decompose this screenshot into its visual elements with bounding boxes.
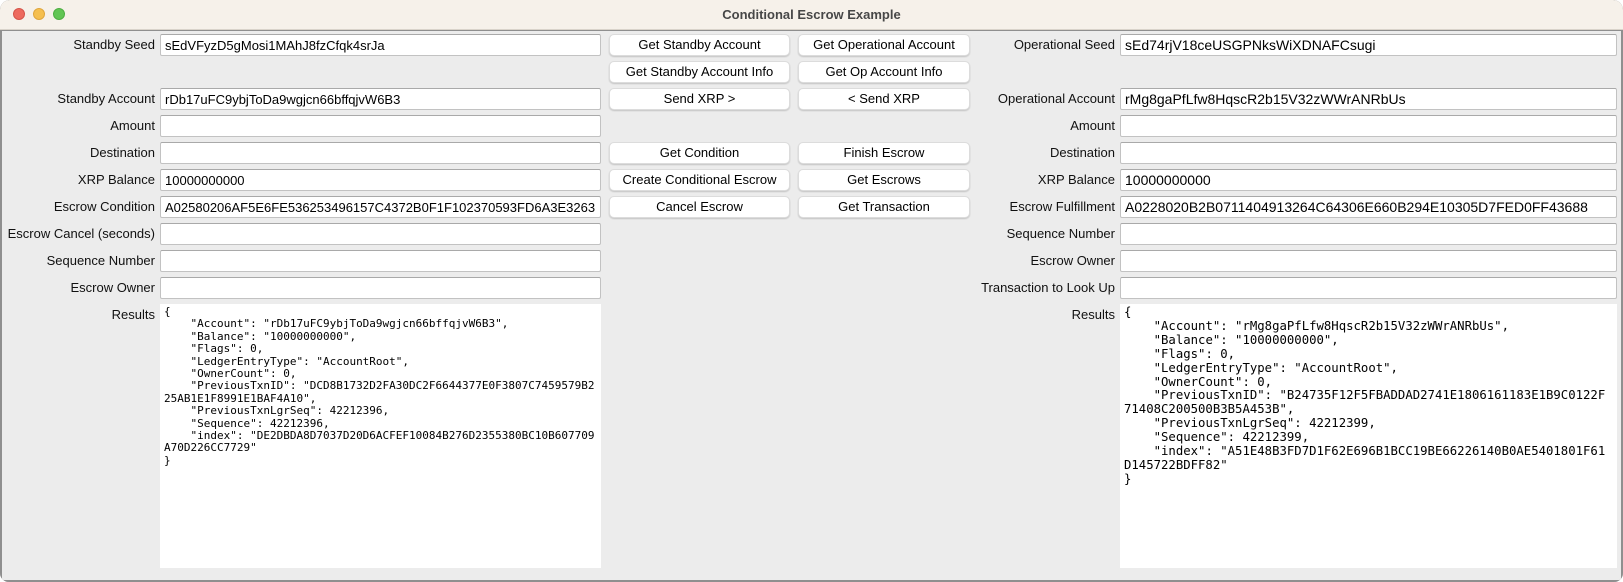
operational-account-input[interactable] — [1120, 88, 1617, 110]
close-window-icon[interactable] — [13, 8, 25, 20]
standby-amount-label: Amount — [110, 118, 155, 133]
standby-results-label: Results — [111, 307, 155, 322]
operational-destination-input[interactable] — [1120, 142, 1617, 164]
operational-escrow-owner-label: Escrow Owner — [1030, 253, 1115, 268]
transaction-to-look-up-input[interactable] — [1120, 277, 1617, 299]
standby-seed-label: Standby Seed — [73, 37, 155, 52]
operational-balance-label: XRP Balance — [1037, 172, 1115, 187]
standby-escrow-condition-input[interactable] — [160, 196, 601, 218]
get-transaction-button[interactable]: Get Transaction — [798, 196, 970, 218]
operational-results-textarea[interactable]: { "Account": "rMg8gaPfLfw8HqscR2b15V32zW… — [1120, 304, 1617, 568]
standby-escrow-cancel-input[interactable] — [160, 223, 601, 245]
standby-escrow-cancel-label: Escrow Cancel (seconds) — [7, 226, 155, 241]
standby-amount-input[interactable] — [160, 115, 601, 137]
operational-account-label: Operational Account — [997, 91, 1115, 106]
finish-escrow-button[interactable]: Finish Escrow — [798, 142, 970, 164]
standby-seed-input[interactable] — [160, 34, 601, 56]
operational-balance-input[interactable] — [1120, 169, 1617, 191]
escrow-fulfillment-input[interactable] — [1120, 196, 1617, 218]
standby-balance-input[interactable] — [160, 169, 601, 191]
standby-destination-input[interactable] — [160, 142, 601, 164]
standby-escrow-owner-input[interactable] — [160, 277, 601, 299]
operational-seed-label: Operational Seed — [1013, 37, 1115, 52]
operational-sequence-number-label: Sequence Number — [1006, 226, 1115, 241]
get-operational-account-button[interactable]: Get Operational Account — [798, 34, 970, 56]
title-bar: Conditional Escrow Example — [0, 0, 1623, 30]
operational-results-label: Results — [1071, 307, 1115, 322]
send-xrp-right-button[interactable]: Send XRP > — [609, 88, 790, 110]
get-escrows-button[interactable]: Get Escrows — [798, 169, 970, 191]
operational-sequence-number-input[interactable] — [1120, 223, 1617, 245]
cancel-escrow-button[interactable]: Cancel Escrow — [609, 196, 790, 218]
zoom-window-icon[interactable] — [53, 8, 65, 20]
get-op-account-info-button[interactable]: Get Op Account Info — [798, 61, 970, 83]
standby-results-textarea[interactable]: { "Account": "rDb17uFC9ybjToDa9wgjcn66bf… — [160, 304, 601, 568]
transaction-to-look-up-label: Transaction to Look Up — [981, 280, 1115, 295]
get-standby-account-button[interactable]: Get Standby Account — [609, 34, 790, 56]
standby-sequence-number-label: Sequence Number — [46, 253, 155, 268]
standby-sequence-number-input[interactable] — [160, 250, 601, 272]
operational-escrow-owner-input[interactable] — [1120, 250, 1617, 272]
standby-destination-label: Destination — [89, 145, 155, 160]
minimize-window-icon[interactable] — [33, 8, 45, 20]
operational-destination-label: Destination — [1049, 145, 1115, 160]
standby-account-label: Standby Account — [57, 91, 155, 106]
send-xrp-left-button[interactable]: < Send XRP — [798, 88, 970, 110]
escrow-fulfillment-label: Escrow Fulfillment — [1009, 199, 1115, 214]
standby-escrow-condition-label: Escrow Condition — [53, 199, 155, 214]
standby-account-input[interactable] — [160, 88, 601, 110]
operational-seed-input[interactable] — [1120, 34, 1617, 56]
get-condition-button[interactable]: Get Condition — [609, 142, 790, 164]
create-conditional-escrow-button[interactable]: Create Conditional Escrow — [609, 169, 790, 191]
standby-balance-label: XRP Balance — [77, 172, 155, 187]
operational-amount-input[interactable] — [1120, 115, 1617, 137]
window-title: Conditional Escrow Example — [722, 7, 901, 22]
operational-amount-label: Amount — [1070, 118, 1115, 133]
get-standby-account-info-button[interactable]: Get Standby Account Info — [609, 61, 790, 83]
standby-escrow-owner-label: Escrow Owner — [70, 280, 155, 295]
